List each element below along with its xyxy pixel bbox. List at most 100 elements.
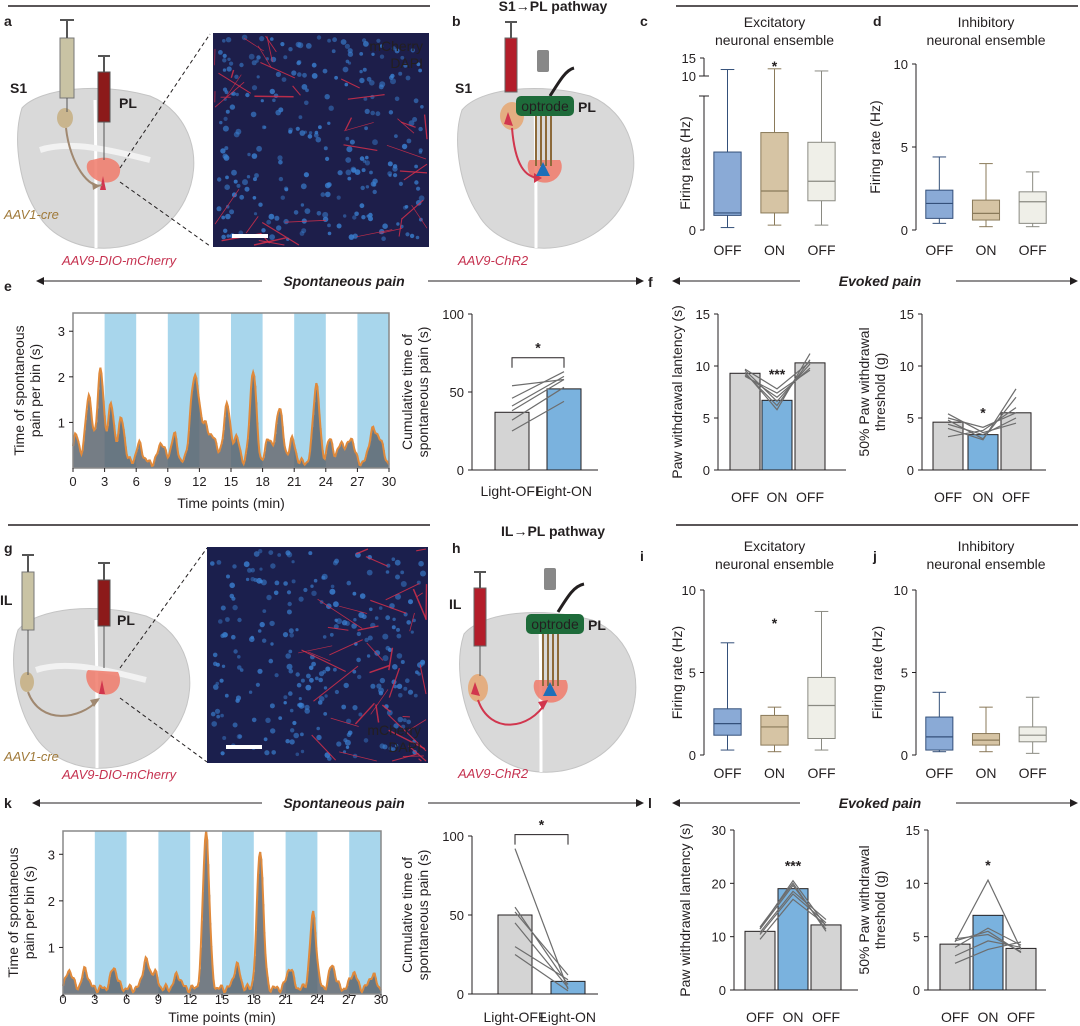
dapi-nucleus: [314, 676, 319, 681]
subject-line-1: [947, 412, 1017, 428]
y-axis-label-line1: Time of spontaneous: [5, 847, 21, 977]
dapi-nucleus: [308, 551, 313, 556]
dapi-nucleus: [214, 708, 221, 714]
dapi-nucleus: [291, 70, 297, 76]
dapi-nucleus: [313, 578, 318, 583]
dapi-nucleus: [304, 208, 311, 215]
dapi-nucleus: [304, 704, 310, 711]
subject-line-5: [947, 407, 1017, 438]
dapi-nucleus: [325, 156, 330, 161]
y-axis-label: Firing rate (Hz): [869, 626, 885, 719]
light-on-shade-0: [94, 831, 127, 994]
dapi-nucleus: [372, 189, 377, 195]
dapi-nucleus: [325, 191, 331, 198]
dapi-nucleus: [334, 618, 338, 622]
dapi-nucleus: [298, 702, 303, 708]
dapi-nucleus: [272, 98, 276, 103]
dapi-nucleus: [352, 705, 358, 711]
subject-line-0: [511, 400, 565, 432]
scale-bar-g: [226, 745, 262, 749]
x-tick-label: 21: [278, 992, 292, 1007]
dapi-nucleus: [391, 625, 396, 630]
dapi-nucleus: [324, 694, 328, 698]
dapi-nucleus: [394, 134, 398, 139]
y-axis-label-line1: 50% Paw withdrawal: [856, 327, 872, 456]
neuron-icon: [100, 176, 106, 190]
dapi-nucleus: [251, 717, 257, 723]
dapi-nucleus: [288, 649, 293, 654]
dapi-nucleus: [268, 658, 274, 664]
dapi-nucleus: [403, 612, 408, 617]
chart-title-line1: Inhibitory: [958, 538, 1015, 554]
dapi-nucleus: [405, 232, 410, 237]
dapi-nucleus: [349, 139, 355, 145]
mcherry-fiber: [388, 647, 394, 671]
dapi-nucleus: [345, 745, 350, 749]
dapi-nucleus: [241, 34, 248, 41]
mcherry-fiber: [388, 667, 401, 698]
y-axis-label-line1: 50% Paw withdrawal: [856, 845, 872, 974]
dapi-nucleus: [352, 233, 358, 239]
optrode-box-h: [526, 614, 584, 634]
bar-2: [794, 362, 826, 471]
mcherry-fiber: [375, 704, 380, 723]
dapi-cells-a: [216, 34, 425, 241]
y-tick-label: 0: [907, 463, 914, 478]
dapi-nucleus: [213, 684, 219, 690]
dapi-nucleus: [420, 570, 426, 577]
x-tick-label-1: ON: [976, 765, 997, 781]
mcherry-fiber: [388, 729, 426, 750]
dapi-nucleus: [314, 130, 319, 135]
mcherry-fiber: [370, 689, 389, 715]
dapi-nucleus: [398, 71, 403, 76]
chart-title-line1: Excitatory: [744, 538, 805, 554]
y-tick-label: 5: [689, 666, 696, 681]
subject-line-1: [954, 927, 1022, 948]
dapi-nucleus: [286, 609, 292, 615]
x-tick-label: 3: [91, 992, 98, 1007]
y-tick-label: 10: [682, 69, 696, 84]
x-tick-label-1: Light-ON: [540, 1009, 596, 1025]
x-tick-label: 6: [133, 474, 140, 489]
optrode-label-b: optrode: [521, 98, 569, 114]
dapi-nucleus: [225, 37, 232, 43]
panel-a-histology: mCherry DAPI: [213, 33, 429, 247]
dapi-nucleus: [225, 617, 230, 622]
subject-line-4: [511, 371, 565, 399]
dapi-nucleus: [372, 182, 377, 187]
dapi-nucleus: [385, 645, 391, 651]
x-tick-label: 9: [164, 474, 171, 489]
dapi-nucleus: [238, 734, 243, 739]
dapi-nucleus: [255, 59, 259, 63]
dapi-nucleus: [296, 60, 301, 66]
dapi-nucleus: [359, 52, 364, 56]
box-iqr-0: [713, 708, 742, 736]
dapi-nucleus: [299, 130, 306, 136]
dapi-nucleus: [359, 77, 365, 84]
dapi-nucleus: [343, 738, 348, 743]
dapi-nucleus: [261, 228, 266, 233]
dapi-nucleus: [400, 55, 405, 60]
y-tick-label: 15: [900, 307, 914, 322]
dapi-nucleus: [283, 695, 288, 700]
x-tick-label-0: OFF: [925, 765, 953, 781]
dapi-nucleus: [242, 179, 248, 186]
dapi-nucleus: [263, 737, 268, 742]
dapi-nucleus: [286, 590, 292, 595]
dapi-cells-g: [210, 549, 426, 761]
mcherry-fiber: [425, 584, 428, 621]
dapi-nucleus: [286, 551, 293, 558]
dapi-nucleus: [315, 136, 322, 143]
dapi-nucleus: [360, 185, 365, 191]
dapi-nucleus: [223, 116, 228, 121]
dapi-nucleus: [407, 689, 414, 695]
dapi-nucleus: [392, 166, 398, 172]
mcherry-fiber: [330, 717, 359, 727]
mcherry-fiber: [356, 229, 393, 238]
dapi-nucleus: [246, 175, 251, 179]
chart-f-threshold: 0 5 10 15 OFF ON OFF * 50% Paw withdrawal thresho…: [856, 307, 1046, 505]
dapi-nucleus: [418, 150, 423, 154]
x-tick-label-0: OFF: [714, 765, 742, 781]
box-iqr-0: [925, 189, 954, 219]
subject-line-5: [744, 369, 811, 394]
